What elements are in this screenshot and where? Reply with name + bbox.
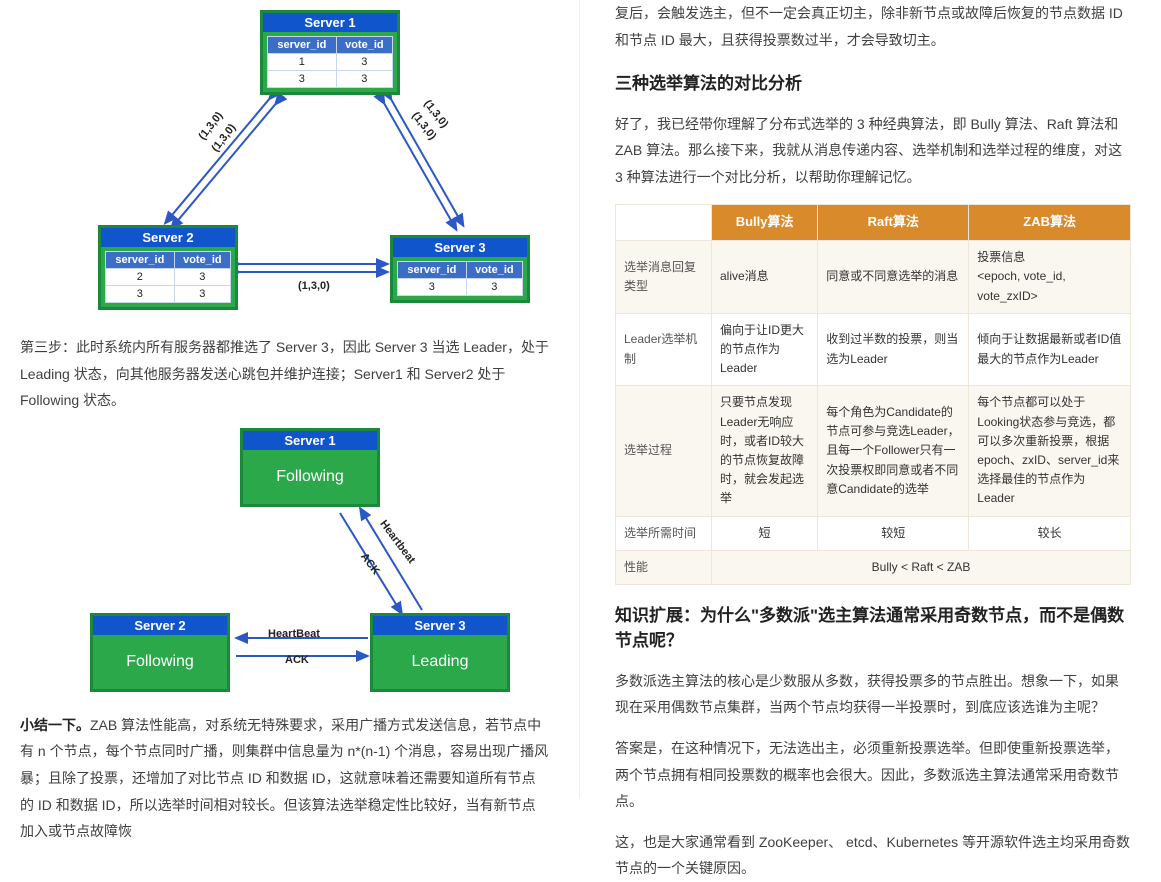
server-state: Following: [243, 450, 377, 504]
server-state: Following: [93, 635, 227, 689]
server-box: Server 2 Following: [90, 613, 230, 692]
server-title: Server 3: [373, 616, 507, 635]
cmp-cell: 只要节点发现Leader无响应时，或者ID较大的节点恢复故障时，就会发起选举: [712, 386, 818, 516]
heading-compare: 三种选举算法的对比分析: [615, 71, 1131, 97]
cmp-header: Bully算法: [712, 205, 818, 241]
server-state: Leading: [373, 635, 507, 689]
cmp-header: Raft算法: [818, 205, 969, 241]
para-ext2: 答案是，在这种情况下，无法选出主，必须重新投票选举。但即使重新投票选举，两个节点…: [615, 735, 1131, 815]
cmp-cell: 倾向于让数据最新或者ID值最大的节点作为Leader: [969, 313, 1131, 386]
vote-table: server_idvote_id2333: [105, 251, 231, 303]
summary-text: ZAB 算法性能高，对系统无特殊要求，采用广播方式发送信息，若节点中有 n 个节…: [20, 717, 548, 839]
cmp-cell: 收到过半数的投票，则当选为Leader: [818, 313, 969, 386]
right-column: 复后，会触发选主，但不一定会真正切主，除非新节点或故障后恢复的节点数据 ID 和…: [580, 0, 1161, 799]
cmp-header: ZAB算法: [969, 205, 1131, 241]
heading-extend: 知识扩展：为什么"多数派"选主算法通常采用奇数节点，而不是偶数节点呢？: [615, 603, 1131, 654]
cmp-row-label: 选举消息回复类型: [616, 241, 712, 314]
cmp-row-label: 选举过程: [616, 386, 712, 516]
diagram-election-triangle: Server 1 server_idvote_id1333 Server 2 s…: [40, 10, 520, 320]
cmp-cell: 较长: [969, 516, 1131, 550]
vote-table: server_idvote_id1333: [267, 36, 393, 88]
cmp-cell: 短: [712, 516, 818, 550]
server-title: Server 1: [243, 431, 377, 450]
cmp-row-label: 性能: [616, 550, 712, 584]
cmp-cell: 偏向于让ID更大的节点作为Leader: [712, 313, 818, 386]
edge-label: HeartBeat: [268, 628, 320, 640]
cmp-cell: 投票信息<epoch, vote_id, vote_zxID>: [969, 241, 1131, 314]
para-step3: 第三步：此时系统内所有服务器都推选了 Server 3，因此 Server 3 …: [20, 334, 549, 414]
para-ext3: 这，也是大家通常看到 ZooKeeper、 etcd、Kubernetes 等开…: [615, 829, 1131, 882]
para-compare-intro: 好了，我已经带你理解了分布式选举的 3 种经典算法，即 Bully 算法、Raf…: [615, 111, 1131, 191]
para-summary: 小结一下。ZAB 算法性能高，对系统无特殊要求，采用广播方式发送信息，若节点中有…: [20, 712, 549, 845]
server-box: Server 1 Following: [240, 428, 380, 507]
comparison-table: Bully算法Raft算法ZAB算法选举消息回复类型alive消息同意或不同意选…: [615, 204, 1131, 584]
cmp-cell: Bully < Raft < ZAB: [712, 550, 1131, 584]
server-title: Server 1: [263, 13, 397, 32]
vote-table: server_idvote_id33: [397, 261, 523, 296]
server-box: Server 2 server_idvote_id2333: [98, 225, 238, 310]
edge-label: (1,3,0): [298, 280, 330, 292]
cmp-cell: alive消息: [712, 241, 818, 314]
edge-label: ACK: [285, 654, 309, 666]
server-title: Server 2: [93, 616, 227, 635]
cmp-cell: 每个节点都可以处于Looking状态参与竞选，都可以多次重新投票，根据epoch…: [969, 386, 1131, 516]
server-title: Server 3: [393, 238, 527, 257]
server-body: server_idvote_id1333: [263, 32, 397, 92]
cmp-header: [616, 205, 712, 241]
diagram-heartbeat: Server 1 Following Server 2 Following Se…: [50, 428, 510, 698]
server-box: Server 1 server_idvote_id1333: [260, 10, 400, 95]
server-box: Server 3 server_idvote_id33: [390, 235, 530, 303]
left-column: Server 1 server_idvote_id1333 Server 2 s…: [0, 0, 580, 799]
server-body: server_idvote_id33: [393, 257, 527, 300]
server-box: Server 3 Leading: [370, 613, 510, 692]
server-title: Server 2: [101, 228, 235, 247]
summary-label: 小结一下。: [20, 717, 90, 733]
cmp-row-label: Leader选举机制: [616, 313, 712, 386]
cmp-row-label: 选举所需时间: [616, 516, 712, 550]
cmp-cell: 较短: [818, 516, 969, 550]
edge-label: Heartbeat: [377, 518, 417, 566]
para-cont: 复后，会触发选主，但不一定会真正切主，除非新节点或故障后恢复的节点数据 ID 和…: [615, 0, 1131, 53]
edge-label: ACK: [358, 551, 382, 577]
cmp-cell: 每个角色为Candidate的节点可参与竞选Leader，且每一个Followe…: [818, 386, 969, 516]
server-body: server_idvote_id2333: [101, 247, 235, 307]
cmp-cell: 同意或不同意选举的消息: [818, 241, 969, 314]
para-ext1: 多数派选主算法的核心是少数服从多数，获得投票多的节点胜出。想象一下，如果现在采用…: [615, 668, 1131, 721]
